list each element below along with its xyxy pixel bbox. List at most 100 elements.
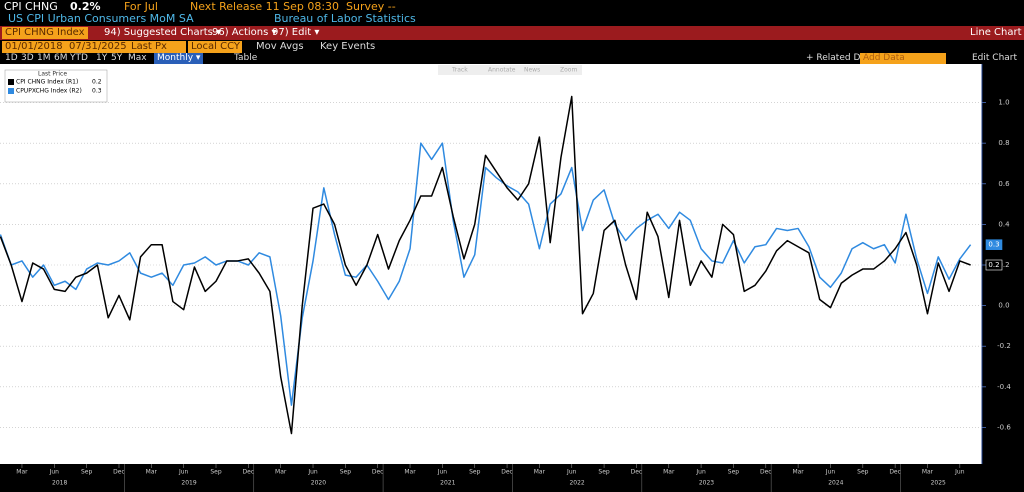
x-tick-label: Sep: [469, 469, 481, 476]
y-tick-label: 1.0: [998, 99, 1009, 107]
header: CPI CHNG 0.2% For Jul Next Release 11 Se…: [0, 0, 1024, 26]
menu-item[interactable]: 97) Edit ▾: [272, 27, 320, 38]
y-tick-label: 0.4: [998, 220, 1010, 228]
last-value-label: 0.3: [988, 241, 999, 249]
x-tick-label: Jun: [437, 469, 448, 476]
frequency[interactable]: Monthly ▾: [154, 53, 204, 64]
end-date[interactable]: 07/31/2025: [66, 41, 130, 53]
period-button[interactable]: Max: [128, 53, 147, 63]
year-label: 2020: [311, 480, 326, 487]
related-data[interactable]: + Related Dat: [806, 53, 870, 63]
chart-tool: Zoom: [560, 67, 577, 74]
x-tick-label: Sep: [340, 469, 352, 476]
x-tick-label: Mar: [922, 469, 934, 476]
next-release: Next Release 11 Sep 08:30: [190, 0, 340, 13]
menu-bar: CPI CHNG Index 94) Suggested Charts ▾ 96…: [0, 26, 1024, 40]
period: For Jul: [124, 0, 158, 13]
currency[interactable]: Local CCY: [188, 41, 242, 53]
x-tick-label: Mar: [16, 469, 28, 476]
year-label: 2024: [828, 480, 843, 487]
x-tick-label: Sep: [857, 469, 869, 476]
period-button[interactable]: 1M: [37, 53, 51, 63]
x-tick-label: Mar: [146, 469, 158, 476]
x-tick-label: Sep: [210, 469, 222, 476]
y-tick-label: -0.2: [997, 342, 1011, 350]
start-date[interactable]: 01/01/2018: [2, 41, 66, 53]
toolbar: Monthly ▾ Table + Related Dat Add Data E…: [0, 53, 1024, 64]
y-tick-label: -0.6: [997, 423, 1011, 431]
legend-swatch: [8, 88, 14, 94]
x-tick-label: Mar: [792, 469, 804, 476]
legend-label: CPI CHNG Index (R1): [16, 79, 78, 86]
year-label: 2021: [440, 480, 455, 487]
year-label: 2023: [699, 480, 714, 487]
x-tick-label: Jun: [49, 469, 60, 476]
year-label: 2022: [569, 480, 584, 487]
x-tick-label: Mar: [534, 469, 546, 476]
x-tick-label: Jun: [695, 469, 706, 476]
period-button[interactable]: 1D: [5, 53, 18, 63]
menu-item[interactable]: 94) Suggested Charts ▾: [104, 27, 222, 38]
x-tick-label: Sep: [81, 469, 93, 476]
chart-tool: Annotate: [488, 67, 516, 74]
description: US CPI Urban Consumers MoM SA: [8, 12, 194, 25]
last-value: 0.2%: [70, 0, 101, 13]
security-box[interactable]: CPI CHNG Index: [2, 27, 88, 39]
option[interactable]: Key Events: [320, 41, 376, 52]
chart-tool: News: [524, 67, 540, 74]
x-tick-label: Jun: [307, 469, 318, 476]
x-tick-label: Jun: [178, 469, 189, 476]
x-tick-label: Dec: [501, 469, 513, 476]
chart-type: Line Chart: [970, 27, 1022, 38]
x-tick-label: Mar: [404, 469, 416, 476]
x-tick-label: Dec: [889, 469, 901, 476]
x-tick-label: Dec: [113, 469, 125, 476]
x-tick-label: Dec: [243, 469, 255, 476]
x-tick-label: Jun: [825, 469, 836, 476]
period-button[interactable]: 5Y: [111, 53, 123, 63]
y-tick-label: -0.4: [997, 383, 1011, 391]
plot-area: [0, 64, 982, 464]
x-tick-label: Jun: [566, 469, 577, 476]
menu-item[interactable]: 96) Actions ▾: [212, 27, 277, 38]
series-line: [0, 95, 971, 435]
field[interactable]: Last Px: [128, 41, 186, 53]
chart: Last Price Track Annotate News Zoom -0.6 -0.4…: [0, 64, 1024, 492]
last-value-label: 0.2: [988, 261, 999, 269]
survey: Survey --: [346, 0, 396, 13]
period-button[interactable]: 3D: [21, 53, 34, 63]
x-tick-label: Dec: [631, 469, 643, 476]
legend-label: CPUPXCHG Index (R2): [16, 88, 82, 95]
legend-title: Last Price: [38, 71, 67, 78]
year-label: 2018: [52, 480, 67, 487]
y-tick-label: 0.0: [998, 302, 1009, 310]
source: Bureau of Labor Statistics: [274, 12, 416, 25]
table-button[interactable]: Table: [234, 53, 258, 63]
chart-tool: Track: [451, 67, 468, 74]
period-button[interactable]: YTD: [70, 53, 88, 63]
year-label: 2019: [181, 480, 196, 487]
x-tick-label: Mar: [275, 469, 287, 476]
year-label: 2025: [931, 480, 946, 487]
legend-swatch: [8, 79, 14, 85]
add-data[interactable]: Add Data: [860, 53, 946, 64]
option[interactable]: Mov Avgs: [256, 41, 304, 52]
series-line: [0, 142, 972, 406]
edit-chart[interactable]: Edit Chart: [972, 53, 1018, 63]
x-axis-panel: [0, 464, 982, 492]
legend: [4, 69, 108, 103]
ticker: CPI CHNG: [4, 0, 58, 13]
x-tick-label: Jun: [954, 469, 965, 476]
x-tick-label: Sep: [728, 469, 740, 476]
last-value-tag: [985, 259, 1003, 271]
y-tick-label: 0.8: [998, 139, 1009, 147]
period-button[interactable]: 6M: [54, 53, 68, 63]
x-tick-label: Sep: [598, 469, 610, 476]
period-button[interactable]: 1Y: [96, 53, 108, 63]
y-tick-label: 0.2: [998, 261, 1009, 269]
last-value-tag: [985, 239, 1003, 250]
legend-value: 0.2: [92, 79, 102, 86]
legend-value: 0.3: [92, 88, 102, 95]
x-tick-label: Dec: [372, 469, 384, 476]
